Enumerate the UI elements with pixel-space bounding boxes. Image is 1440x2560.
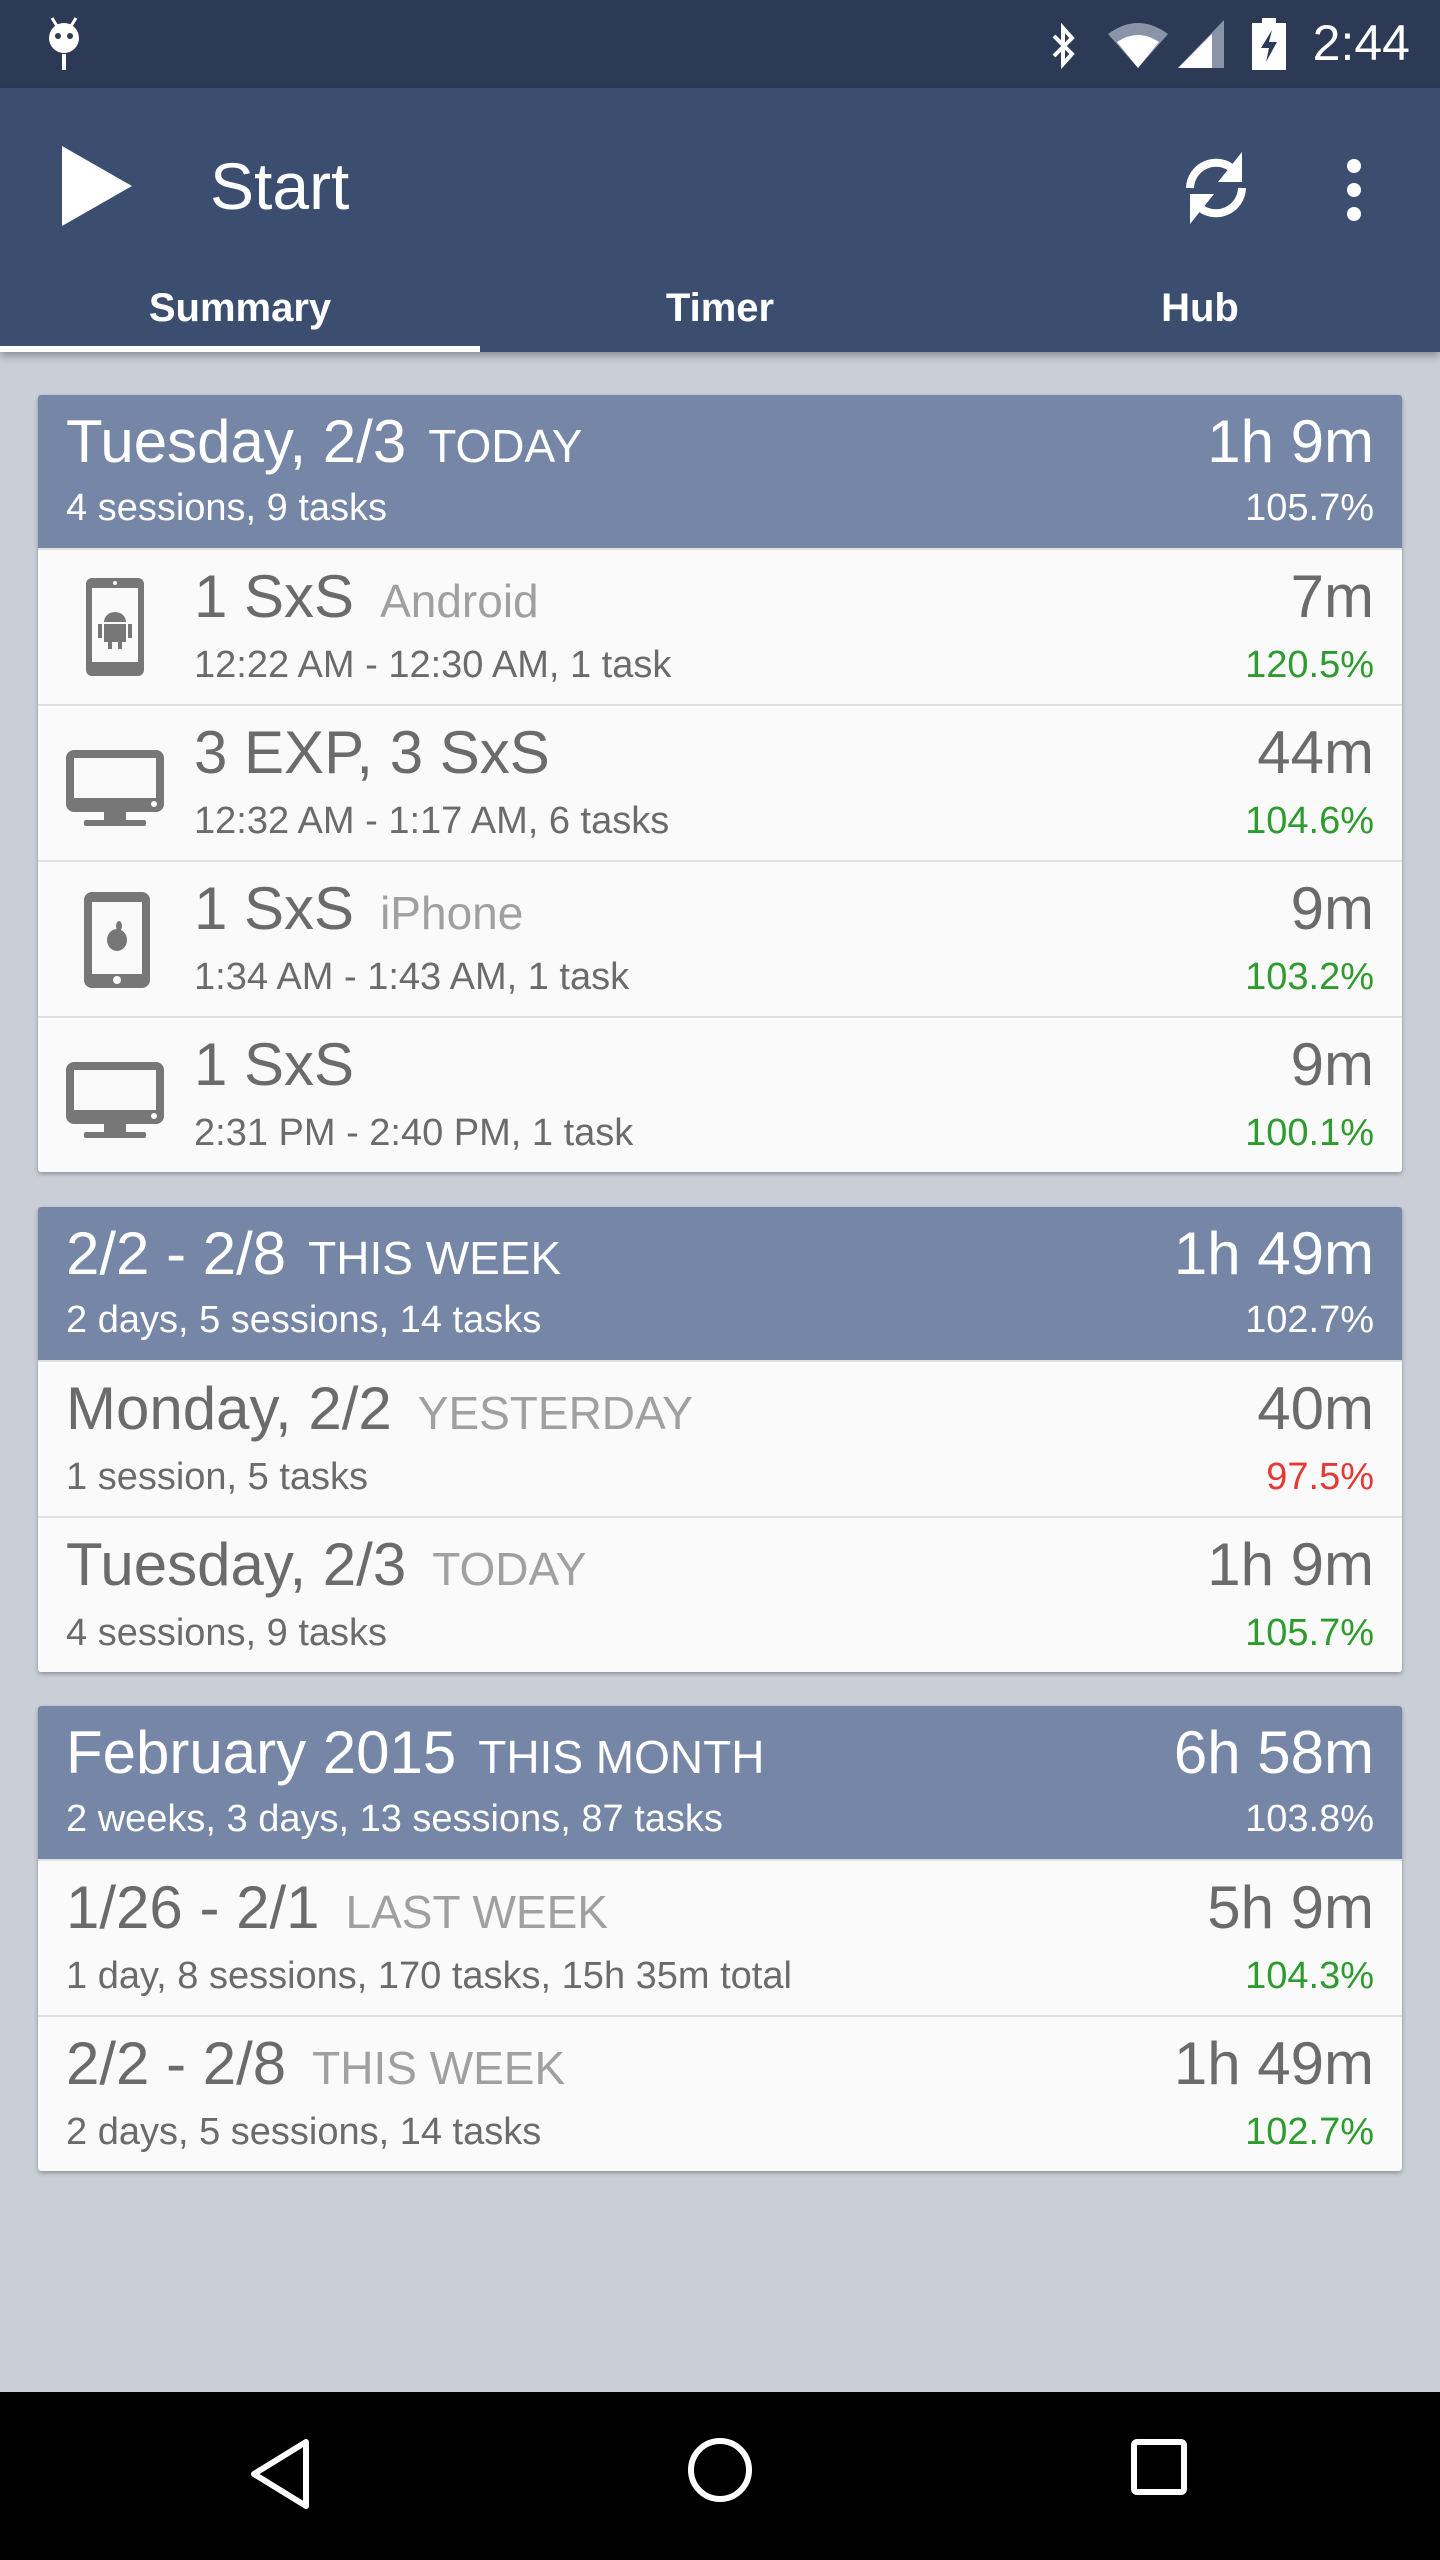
back-icon[interactable] <box>246 2436 316 2512</box>
android-phone-icon <box>86 578 144 676</box>
session-percent: 103.2% <box>1245 956 1374 998</box>
session-time-range: 12:22 AM - 12:30 AM, 1 task <box>194 644 672 686</box>
session-time-range: 1:34 AM - 1:43 AM, 1 task <box>194 956 630 998</box>
day-row[interactable]: Tuesday, 2/3 TODAY 4 sessions, 9 tasks 1h… <box>38 1516 1402 1672</box>
header-summary: 2 weeks, 3 days, 13 sessions, 87 tasks <box>66 1798 723 1840</box>
header-summary: 4 sessions, 9 tasks <box>66 487 388 529</box>
header-title: February 2015 <box>66 1719 457 1786</box>
day-percent: 105.7% <box>1245 1612 1374 1654</box>
session-duration: 44m <box>1257 719 1374 786</box>
navigation-bar <box>0 2392 1440 2560</box>
today-card[interactable]: Tuesday, 2/3 TODAY 4 sessions, 9 tasks 1h… <box>38 395 1402 1172</box>
battery-charging-icon <box>1252 18 1286 70</box>
status-time: 2:44 <box>1312 15 1410 71</box>
session-title: 1 SxS <box>194 1031 355 1098</box>
week-percent: 102.7% <box>1245 2111 1374 2153</box>
tab-summary[interactable]: Summary <box>0 268 480 352</box>
day-title: Monday, 2/2 <box>66 1375 392 1442</box>
wifi-icon <box>1108 23 1168 68</box>
session-percent: 104.6% <box>1245 800 1374 842</box>
week-duration: 1h 49m <box>1173 2030 1374 2097</box>
card-header[interactable]: February 2015 THIS MONTH 2 weeks, 3 days,… <box>38 1706 1402 1859</box>
day-summary: 4 sessions, 9 tasks <box>66 1612 388 1654</box>
app-bar: Start Summary Timer Hub <box>0 88 1440 352</box>
android-debug-icon <box>49 17 79 70</box>
tab-timer[interactable]: Timer <box>665 286 775 330</box>
bluetooth-icon <box>1052 22 1075 70</box>
session-percent: 100.1% <box>1245 1112 1374 1154</box>
signal-icon <box>1178 20 1224 68</box>
day-percent: 97.5% <box>1266 1456 1374 1498</box>
day-tag: TODAY <box>432 1543 587 1595</box>
header-title: 2/2 - 2/8 <box>66 1220 287 1287</box>
desktop-icon <box>66 1062 164 1138</box>
week-row[interactable]: 2/2 - 2/8 THIS WEEK 2 days, 5 sessions, 1… <box>38 2015 1402 2171</box>
day-title: Tuesday, 2/3 <box>66 1531 407 1598</box>
recents-icon[interactable] <box>1130 2438 1188 2496</box>
header-tag: TODAY <box>428 420 583 472</box>
session-row[interactable]: 1 SxS 2:31 PM - 2:40 PM, 1 task 9m 100.1… <box>38 1016 1402 1172</box>
week-summary: 1 day, 8 sessions, 170 tasks, 15h 35m to… <box>66 1955 792 1997</box>
header-percent: 105.7% <box>1245 487 1374 529</box>
session-title: 1 SxS <box>194 875 355 942</box>
status-bar: 2:44 <box>0 0 1440 88</box>
header-percent: 103.8% <box>1245 1798 1374 1840</box>
header-duration: 1h 9m <box>1207 408 1374 475</box>
session-device: Android <box>380 575 539 627</box>
tab-bar: Summary Timer Hub <box>0 268 1440 352</box>
session-row[interactable]: 3 EXP, 3 SxS 12:32 AM - 1:17 AM, 6 tasks… <box>38 704 1402 860</box>
day-duration: 40m <box>1257 1375 1374 1442</box>
iphone-icon <box>84 892 150 988</box>
day-duration: 1h 9m <box>1207 1531 1374 1598</box>
header-tag: THIS MONTH <box>478 1731 765 1783</box>
week-tag: LAST WEEK <box>345 1886 608 1938</box>
card-header[interactable]: Tuesday, 2/3 TODAY 4 sessions, 9 tasks 1h… <box>38 395 1402 548</box>
session-time-range: 2:31 PM - 2:40 PM, 1 task <box>194 1112 634 1154</box>
week-card[interactable]: 2/2 - 2/8 THIS WEEK 2 days, 5 sessions, 1… <box>38 1207 1402 1672</box>
session-device: iPhone <box>380 887 524 939</box>
week-title: 1/26 - 2/1 <box>66 1874 320 1941</box>
session-duration: 9m <box>1290 1031 1374 1098</box>
day-row[interactable]: Monday, 2/2 YESTERDAY 1 session, 5 tasks … <box>38 1360 1402 1516</box>
header-title: Tuesday, 2/3 <box>66 408 407 475</box>
card-header[interactable]: 2/2 - 2/8 THIS WEEK 2 days, 5 sessions, 1… <box>38 1207 1402 1360</box>
day-summary: 1 session, 5 tasks <box>66 1456 369 1498</box>
header-duration: 6h 58m <box>1173 1719 1374 1786</box>
overflow-menu-icon[interactable] <box>1342 158 1366 222</box>
sync-icon[interactable] <box>1176 148 1256 228</box>
week-summary: 2 days, 5 sessions, 14 tasks <box>66 2111 542 2153</box>
week-row[interactable]: 1/26 - 2/1 LAST WEEK 1 day, 8 sessions, 1… <box>38 1859 1402 2015</box>
session-row[interactable]: 1 SxS Android 12:22 AM - 12:30 AM, 1 task… <box>38 548 1402 704</box>
session-percent: 120.5% <box>1245 644 1374 686</box>
session-time-range: 12:32 AM - 1:17 AM, 6 tasks <box>194 800 670 842</box>
month-card[interactable]: February 2015 THIS MONTH 2 weeks, 3 days,… <box>38 1706 1402 2171</box>
session-duration: 7m <box>1290 563 1374 630</box>
header-percent: 102.7% <box>1245 1299 1374 1341</box>
session-title: 1 SxS <box>194 563 355 630</box>
week-title: 2/2 - 2/8 <box>66 2030 287 2097</box>
week-percent: 104.3% <box>1245 1955 1374 1997</box>
header-duration: 1h 49m <box>1173 1220 1374 1287</box>
header-summary: 2 days, 5 sessions, 14 tasks <box>66 1299 542 1341</box>
day-tag: YESTERDAY <box>417 1387 693 1439</box>
header-tag: THIS WEEK <box>308 1232 562 1284</box>
play-icon[interactable] <box>62 146 132 226</box>
session-row[interactable]: 1 SxS iPhone 1:34 AM - 1:43 AM, 1 task 9m… <box>38 860 1402 1016</box>
session-title: 3 EXP, 3 SxS <box>194 719 550 786</box>
desktop-icon <box>66 750 164 826</box>
tab-hub[interactable]: Hub <box>1161 286 1239 330</box>
session-duration: 9m <box>1290 875 1374 942</box>
week-tag: THIS WEEK <box>312 2042 566 2094</box>
week-duration: 5h 9m <box>1207 1874 1374 1941</box>
app-title: Start <box>210 149 350 223</box>
home-icon[interactable] <box>686 2436 754 2504</box>
